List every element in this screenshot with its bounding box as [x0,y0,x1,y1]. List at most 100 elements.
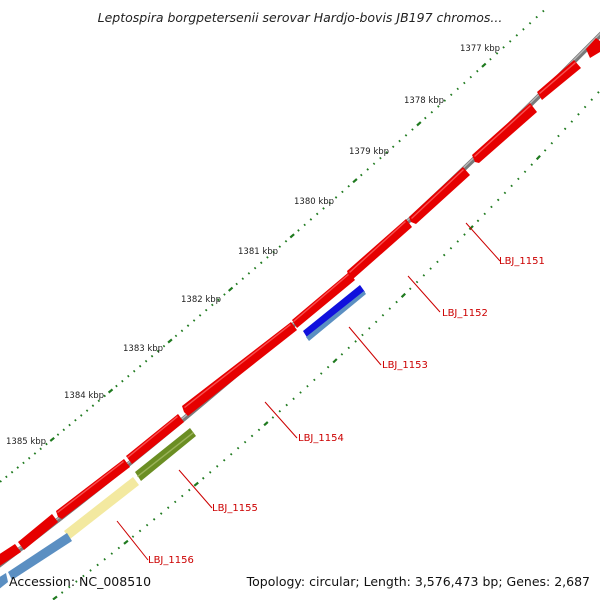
inner-ruler-tick [52,595,58,600]
outer-ruler-tick [272,250,275,254]
inner-ruler-tick [449,246,453,250]
inner-ruler-tick [523,170,527,174]
outer-ruler-tick [0,480,2,483]
ruler-label-1385: 1385 kbp [6,437,46,447]
inner-ruler-tick [400,292,406,298]
gene-bar-steel[interactable] [306,291,366,341]
outer-ruler-tick [241,277,245,280]
outer-ruler [0,9,545,483]
outer-ruler-tick [303,223,306,227]
inner-ruler-tick [490,205,493,209]
outer-ruler-tick [33,452,37,455]
outer-ruler-tick [27,456,31,460]
outer-ruler-tick [162,344,166,348]
gene-arrow[interactable] [347,219,412,279]
outer-ruler-tick [144,359,148,363]
gene-bar-steel-corner[interactable] [0,573,8,590]
outer-ruler-tick [266,256,269,259]
inner-ruler-tick [332,358,338,364]
gene-label-lbj-1155[interactable]: LBJ_1155 [212,503,258,514]
gene-bar-yellow[interactable] [64,477,139,539]
inner-ruler-tick [236,446,240,450]
outer-ruler-tick [515,34,519,37]
outer-ruler-tick [360,173,363,177]
gene-bar-blue[interactable] [303,285,365,339]
outer-ruler-tick [347,184,350,188]
outer-ruler-tick [424,116,427,120]
outer-ruler-tick [22,461,25,465]
inner-ruler-tick [563,127,567,131]
outer-ruler-tick [174,334,178,338]
inner-ruler-tick [354,340,357,343]
outer-ruler-tick [204,308,208,312]
inner-ruler-tick [583,105,587,109]
forward-arrow-highlights [57,62,576,513]
inner-ruler-tick [590,98,594,101]
outer-ruler-tick [62,428,66,432]
inner-ruler-tick [222,458,226,462]
gene-bar-olive-shadow [137,432,194,477]
outer-ruler-tick [398,139,401,143]
outer-ruler-tick [49,436,55,442]
gene-label-lbj-1152[interactable]: LBJ_1152 [442,308,488,319]
ruler-label-1377: 1377 kbp [460,44,500,54]
inner-ruler-tick [550,141,554,145]
outer-ruler-tick [247,272,251,275]
inner-ruler-tick [229,452,233,456]
gene-arrow[interactable] [0,544,21,567]
inner-ruler-tick [557,134,560,138]
gene-arrow[interactable] [182,322,297,416]
outer-ruler-tick [253,266,257,270]
outer-ruler-tick [437,105,440,108]
outer-ruler-tick [297,229,300,232]
outer-ruler-tick [278,245,282,248]
outer-ruler-tick [411,128,414,131]
outer-ruler-tick [97,399,101,403]
gene-arrow[interactable] [126,414,184,464]
gene-arrow[interactable] [409,167,470,224]
inner-ruler-tick [326,365,330,369]
gene-labels: LBJ_1151 LBJ_1152 LBJ_1153 LBJ_1154 LBJ_… [148,256,545,566]
inner-ruler-tick [215,465,219,468]
inner-ruler-tick [429,267,432,270]
map-title: Leptospira borgpetersenii serovar Hardjo… [98,10,503,25]
gene-arrow[interactable] [472,103,537,163]
gene-label-lbj-1154[interactable]: LBJ_1154 [298,433,344,444]
gene-arrow[interactable] [292,272,355,328]
inner-ruler-tick [180,494,184,498]
outer-ruler-tick [535,15,538,19]
inner-ruler-tick [250,434,254,438]
inner-ruler-tick [103,558,106,561]
outer-ruler-tick [223,293,226,296]
leader-lbj-1156 [116,520,149,561]
outer-ruler-tick [416,121,422,127]
gene-bar-steel-lower[interactable] [8,533,72,580]
ruler-label-1383: 1383 kbp [123,344,163,354]
inner-ruler-tick [110,552,114,555]
inner-ruler-tick [483,212,487,216]
ruler-label-1380: 1380 kbp [294,197,334,207]
inner-ruler-tick [340,353,344,356]
outer-ruler-tick [328,201,332,205]
outer-ruler-tick [542,9,545,13]
outer-ruler-tick [180,329,184,333]
outer-ruler-tick [91,404,95,407]
outer-ruler-tick [449,93,453,97]
other-genes [0,285,366,590]
gene-arrow[interactable] [537,60,581,100]
inner-ruler-tick [285,403,288,407]
gene-arrow[interactable] [586,38,600,58]
outer-ruler-tick [502,46,505,49]
gene-arrow[interactable] [18,514,58,550]
gene-label-lbj-1156[interactable]: LBJ_1156 [148,555,194,566]
gene-label-lbj-1151[interactable]: LBJ_1151 [499,256,545,267]
outer-ruler-tick [528,21,532,25]
outer-ruler-tick [372,162,376,166]
outer-ruler-tick [284,239,288,243]
outer-ruler-tick [5,475,8,479]
gene-label-lbj-1153[interactable]: LBJ_1153 [382,360,428,371]
forward-strand-genes [0,38,600,567]
inner-ruler-tick [517,177,520,181]
outer-ruler-tick [167,338,173,344]
gene-arrow[interactable] [56,459,130,519]
